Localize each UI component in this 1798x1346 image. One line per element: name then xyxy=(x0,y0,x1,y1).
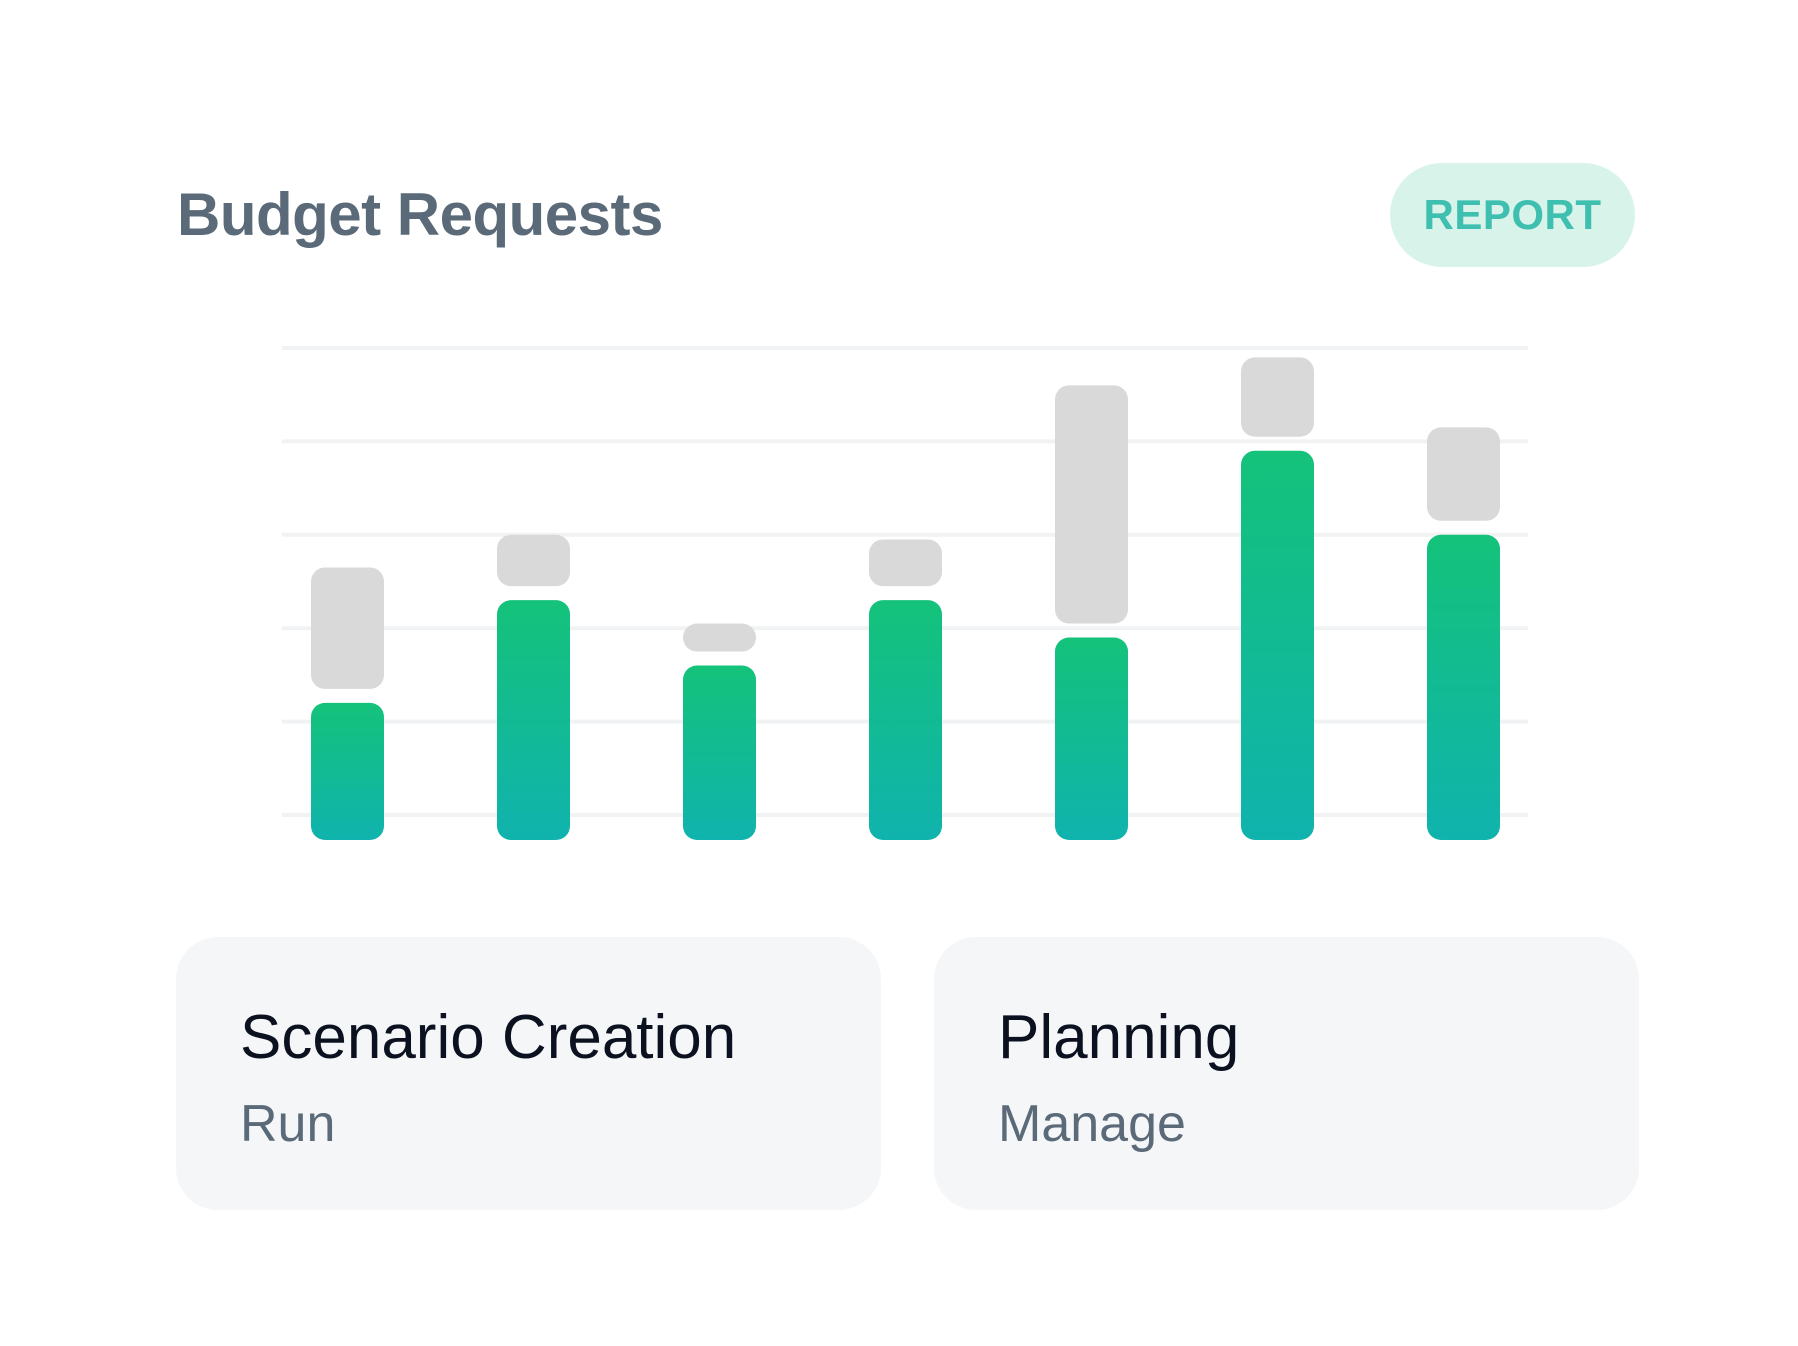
bar-requested xyxy=(1055,385,1128,624)
chart-bars xyxy=(311,357,1500,840)
bar-requested xyxy=(1427,427,1500,521)
bar-requested xyxy=(311,567,384,689)
bar-approved xyxy=(869,600,942,840)
bar-approved xyxy=(1241,450,1314,840)
bar-approved xyxy=(1055,637,1128,840)
card-subtitle: Run xyxy=(240,1095,336,1153)
card-title: Planning xyxy=(998,1003,1240,1072)
budget-requests-chart xyxy=(282,346,1528,840)
report-button[interactable]: REPORT xyxy=(1390,163,1635,267)
card-title: Scenario Creation xyxy=(240,1003,737,1072)
card-subtitle: Manage xyxy=(998,1095,1186,1153)
planning-card[interactable]: Planning Manage xyxy=(934,937,1639,1210)
bar-requested xyxy=(683,623,756,652)
chart-title: Budget Requests xyxy=(177,181,663,248)
scenario-creation-card[interactable]: Scenario Creation Run xyxy=(176,937,881,1210)
bar-requested xyxy=(497,534,570,587)
bar-approved xyxy=(311,702,384,840)
bar-approved xyxy=(497,600,570,840)
bar-approved xyxy=(683,665,756,840)
bar-requested xyxy=(869,539,942,587)
bar-requested xyxy=(1241,357,1314,437)
bar-approved xyxy=(1427,534,1500,840)
